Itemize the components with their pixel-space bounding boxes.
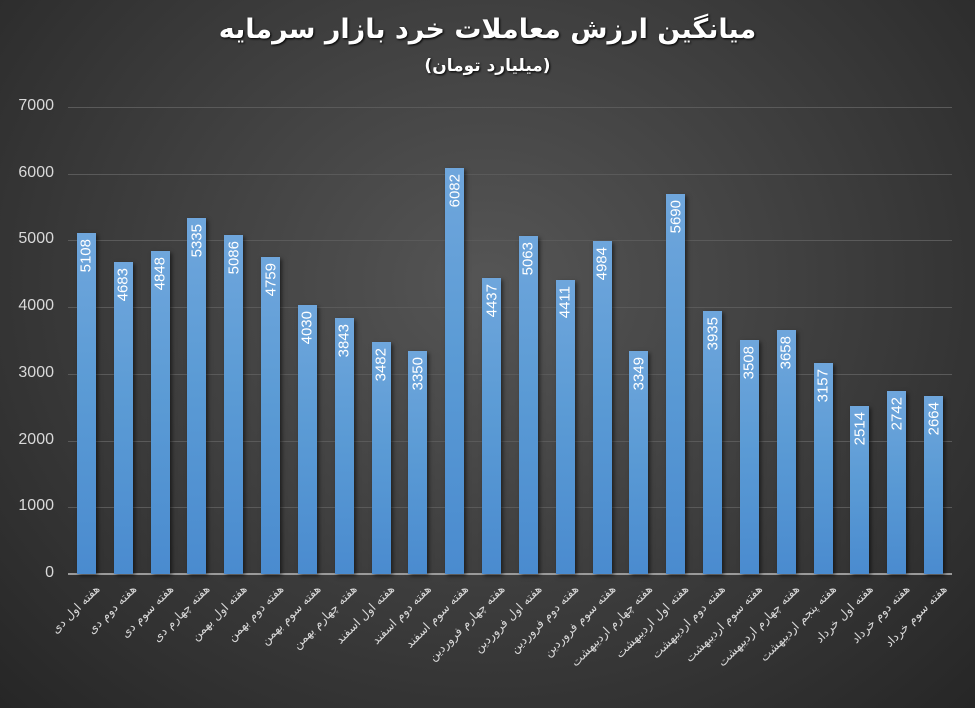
y-tick-label: 5000 <box>18 230 54 248</box>
bar[interactable]: 6082 <box>445 168 465 574</box>
gridline <box>68 240 952 242</box>
bar[interactable]: 3349 <box>629 350 649 574</box>
x-axis-line <box>68 573 952 575</box>
bar-value-label: 2664 <box>925 402 943 436</box>
bar-value-label: 5335 <box>188 224 206 258</box>
bar[interactable]: 4030 <box>297 305 317 574</box>
bar[interactable]: 2742 <box>887 391 907 574</box>
bar-value-label: 3350 <box>409 356 427 390</box>
bar-value-label: 3935 <box>704 317 722 351</box>
bar-value-label: 6082 <box>446 174 464 208</box>
bar[interactable]: 5086 <box>224 234 244 574</box>
bar-value-label: 4030 <box>298 311 316 345</box>
bar[interactable]: 3935 <box>703 311 723 574</box>
bar-value-label: 5108 <box>77 239 95 273</box>
bar[interactable]: 5063 <box>518 236 538 574</box>
bar-value-label: 3843 <box>335 323 353 357</box>
bar-value-label: 3157 <box>814 369 832 403</box>
bar[interactable]: 4984 <box>592 241 612 574</box>
y-tick-label: 0 <box>45 564 54 581</box>
bar-value-label: 2514 <box>851 412 869 446</box>
bar[interactable]: 3843 <box>334 317 354 574</box>
bar[interactable]: 4683 <box>113 261 133 574</box>
bar-value-label: 4411 <box>556 285 574 318</box>
bar[interactable]: 3157 <box>813 363 833 574</box>
bar[interactable]: 3482 <box>371 341 391 574</box>
bar-value-label: 4683 <box>114 267 132 301</box>
bar-value-label: 4437 <box>483 283 501 318</box>
bar-value-label: 3349 <box>630 356 648 390</box>
bar-value-label: 4848 <box>151 256 169 290</box>
bar[interactable]: 2664 <box>924 396 944 574</box>
x-tick-label: هفته چهارم بهمن <box>290 582 361 652</box>
bar[interactable]: 5335 <box>187 218 207 574</box>
bar[interactable]: 4411 <box>555 279 575 574</box>
bar-value-label: 3658 <box>777 335 795 370</box>
bar-value-label: 2742 <box>888 397 906 431</box>
bar[interactable]: 4437 <box>482 277 502 574</box>
gridline <box>68 173 952 175</box>
bar[interactable]: 2514 <box>850 406 870 574</box>
y-tick-label: 3000 <box>18 363 54 381</box>
y-tick-label: 2000 <box>18 430 54 448</box>
bar-value-label: 5690 <box>667 200 685 234</box>
bar[interactable]: 3658 <box>776 329 796 574</box>
bar[interactable]: 3508 <box>739 339 759 574</box>
chart-subtitle: (میلیارد تومان) <box>424 56 551 76</box>
bar[interactable]: 5690 <box>666 194 686 574</box>
bar-value-label: 3482 <box>372 347 390 382</box>
gridline <box>68 373 952 375</box>
bar[interactable]: 4759 <box>261 256 281 574</box>
y-tick-label: 1000 <box>18 497 54 515</box>
gridline <box>68 507 952 509</box>
y-tick-label: 4000 <box>18 297 54 315</box>
bar[interactable]: 4848 <box>150 250 170 574</box>
y-tick-label: 7000 <box>18 97 54 114</box>
bar-value-label: 3508 <box>740 345 758 380</box>
y-tick-label: 6000 <box>18 163 54 181</box>
bar-value-label: 4759 <box>262 262 280 296</box>
chart-title: میانگین ارزش معاملات خرد بازار سرمایه <box>218 14 757 45</box>
gridline <box>68 440 952 442</box>
bar[interactable]: 3350 <box>408 350 428 574</box>
bar[interactable]: 5108 <box>76 233 96 574</box>
bar-value-label: 5063 <box>519 242 537 276</box>
bar-value-label: 5086 <box>225 240 243 275</box>
gridline <box>68 307 952 309</box>
gridline <box>68 107 952 108</box>
bar-value-label: 4984 <box>593 247 611 281</box>
